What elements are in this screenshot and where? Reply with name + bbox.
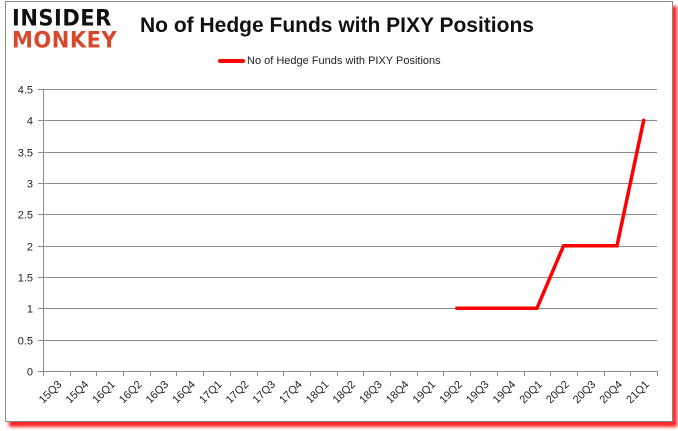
x-tick-label: 20Q3: [571, 379, 599, 407]
chart-title: No of Hedge Funds with PIXY Positions: [140, 14, 534, 37]
x-tick-label: 19Q1: [411, 379, 439, 407]
x-tick-label: 16Q3: [144, 379, 172, 407]
y-tick-label: 4.5: [18, 85, 33, 97]
x-tick-label: 18Q1: [304, 379, 332, 407]
y-tick-label: 2.5: [18, 210, 33, 222]
x-tick-label: 20Q1: [517, 379, 545, 407]
x-axis: 15Q3 15Q4 16Q1 16Q2 16Q3 16Q4 17Q1 17Q2 17Q3 17Q4…: [37, 371, 658, 406]
y-tick-label: 3.5: [18, 148, 33, 160]
y-tick-label: 0.5: [18, 336, 33, 348]
y-tick-label: 3: [27, 179, 33, 191]
legend-line-swatch-icon: [218, 59, 245, 63]
y-tick-label: 2: [27, 242, 33, 254]
y-tick-label: 1: [27, 304, 33, 316]
logo-text-monkey: MONKEY: [12, 27, 118, 53]
x-tick-label: 15Q4: [64, 379, 92, 407]
x-tick-label: 17Q4: [277, 379, 305, 407]
x-tick-label: 16Q1: [90, 379, 118, 407]
x-tick-label: 20Q4: [598, 379, 626, 407]
x-tick-label: 18Q4: [384, 379, 412, 407]
chart-legend: No of Hedge Funds with PIXY Positions: [218, 54, 441, 68]
x-tick-label: 19Q4: [491, 379, 519, 407]
x-tick-label: 16Q4: [170, 379, 198, 407]
x-tick-label: 15Q3: [37, 379, 65, 407]
x-tick-label: 21Q1: [624, 379, 652, 407]
y-tick-label: 0: [27, 367, 33, 379]
x-tick-label: 17Q1: [197, 379, 225, 407]
x-tick-label: 19Q3: [464, 379, 492, 407]
insider-monkey-logo: INSIDER MONKEY: [12, 5, 126, 53]
x-tick-label: 17Q3: [251, 379, 279, 407]
x-tick-label: 18Q3: [357, 379, 385, 407]
y-tick-label: 1.5: [18, 273, 33, 285]
x-tick-label: 16Q2: [117, 379, 145, 407]
y-tick-label: 4: [27, 116, 33, 128]
logo-text-insider: INSIDER: [12, 5, 112, 31]
gridlines: [38, 89, 657, 372]
data-series: [455, 118, 646, 311]
chart-frame: [5, 1, 673, 422]
x-tick-label: 19Q2: [437, 379, 465, 407]
x-tick-label: 17Q2: [224, 379, 252, 407]
series-line: [455, 118, 646, 311]
y-axis: 0 0.5 1 1.5 2 2.5 3 3.5 4 4.5: [18, 85, 44, 379]
x-tick-label: 18Q2: [331, 379, 359, 407]
legend-label: No of Hedge Funds with PIXY Positions: [247, 55, 441, 67]
x-tick-label: 20Q2: [544, 379, 572, 407]
